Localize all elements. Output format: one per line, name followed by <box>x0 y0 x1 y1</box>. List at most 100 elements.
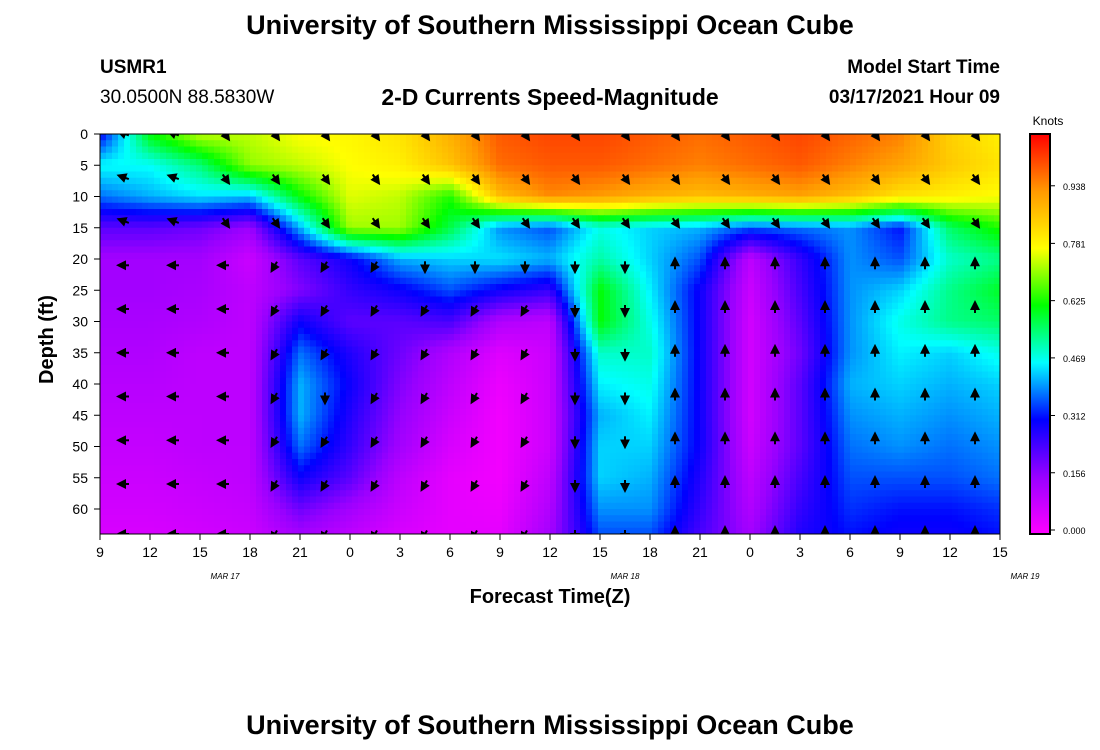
heatmap-cell <box>130 321 137 329</box>
heatmap-cell <box>634 215 641 223</box>
heatmap-cell <box>478 159 485 166</box>
heatmap-cell <box>328 271 335 279</box>
heatmap-cell <box>130 190 137 198</box>
heatmap-cell <box>226 340 233 348</box>
heatmap-cell <box>436 284 443 291</box>
heatmap-cell <box>622 159 629 166</box>
heatmap-cell <box>808 259 815 266</box>
heatmap-cell <box>424 284 431 291</box>
heatmap-cell <box>112 227 119 235</box>
heatmap-cell <box>442 265 449 273</box>
heatmap-cell <box>814 171 821 179</box>
heatmap-cell <box>598 240 605 248</box>
heatmap-cell <box>376 277 383 285</box>
heatmap-cell <box>946 152 953 160</box>
heatmap-cell <box>646 184 653 191</box>
heatmap-cell <box>850 227 857 235</box>
heatmap-cell <box>454 202 461 210</box>
heatmap-cell <box>598 315 605 323</box>
heatmap-cell <box>310 265 317 273</box>
heatmap-cell <box>466 202 473 210</box>
heatmap-cell <box>502 202 509 210</box>
heatmap-cell <box>562 184 569 191</box>
heatmap-cell <box>844 296 851 304</box>
heatmap-cell <box>424 315 431 323</box>
heatmap-cell <box>526 209 533 216</box>
heatmap-cell <box>826 271 833 279</box>
heatmap-cell <box>460 252 467 260</box>
heatmap-cell <box>178 309 185 316</box>
heatmap-cell <box>304 221 311 229</box>
heatmap-cell <box>880 140 887 148</box>
heatmap-cell <box>292 259 299 266</box>
heatmap-cell <box>886 240 893 248</box>
heatmap-cell <box>748 152 755 160</box>
heatmap-cell <box>136 296 143 304</box>
heatmap-cell <box>730 227 737 235</box>
heatmap-cell <box>376 234 383 241</box>
heatmap-cell <box>412 327 419 335</box>
heatmap-cell <box>934 184 941 191</box>
heatmap-cell <box>712 177 719 185</box>
heatmap-cell <box>952 165 959 173</box>
heatmap-cell <box>706 152 713 160</box>
heatmap-cell <box>832 246 839 254</box>
heatmap-cell <box>100 234 107 241</box>
heatmap-cell <box>808 315 815 323</box>
heatmap-cell <box>460 146 467 154</box>
heatmap-cell <box>676 315 683 323</box>
heatmap-cell <box>310 134 317 141</box>
heatmap-cell <box>736 240 743 248</box>
heatmap-cell <box>550 215 557 223</box>
heatmap-cell <box>904 159 911 166</box>
heatmap-cell <box>118 202 125 210</box>
heatmap-cell <box>196 234 203 241</box>
heatmap-cell <box>340 184 347 191</box>
heatmap-cell <box>646 309 653 316</box>
heatmap-cell <box>406 209 413 216</box>
heatmap-cell <box>124 277 131 285</box>
heatmap-cell <box>640 165 647 173</box>
heatmap-cell <box>424 202 431 210</box>
heatmap-cell <box>610 140 617 148</box>
heatmap-cell <box>394 184 401 191</box>
heatmap-cell <box>796 284 803 291</box>
heatmap-cell <box>508 334 515 341</box>
heatmap-cell <box>124 284 131 291</box>
heatmap-cell <box>826 327 833 335</box>
heatmap-cell <box>436 184 443 191</box>
heatmap-cell <box>958 234 965 241</box>
heatmap-cell <box>970 159 977 166</box>
heatmap-cell <box>280 296 287 304</box>
heatmap-cell <box>250 165 257 173</box>
heatmap-cell <box>280 190 287 198</box>
heatmap-cell <box>718 296 725 304</box>
heatmap-cell <box>970 327 977 335</box>
heatmap-cell <box>676 265 683 273</box>
heatmap-cell <box>346 209 353 216</box>
heatmap-cell <box>400 171 407 179</box>
heatmap-cell <box>814 234 821 241</box>
heatmap-cell <box>478 315 485 323</box>
heatmap-cell <box>778 290 785 298</box>
heatmap-cell <box>706 165 713 173</box>
heatmap-cell <box>376 184 383 191</box>
heatmap-cell <box>580 321 587 329</box>
heatmap-cell <box>298 171 305 179</box>
heatmap-cell <box>388 259 395 266</box>
heatmap-cell <box>892 296 899 304</box>
heatmap-cell <box>778 209 785 216</box>
heatmap-cell <box>436 140 443 148</box>
heatmap-cell <box>328 184 335 191</box>
heatmap-cell <box>604 302 611 310</box>
heatmap-cell <box>802 284 809 291</box>
heatmap-cell <box>160 290 167 298</box>
heatmap-cell <box>316 315 323 323</box>
heatmap-cell <box>496 327 503 335</box>
heatmap-cell <box>946 271 953 279</box>
heatmap-cell <box>364 190 371 198</box>
heatmap-cell <box>934 227 941 235</box>
heatmap-cell <box>370 227 377 235</box>
heatmap-cell <box>112 259 119 266</box>
heatmap-cell <box>826 290 833 298</box>
